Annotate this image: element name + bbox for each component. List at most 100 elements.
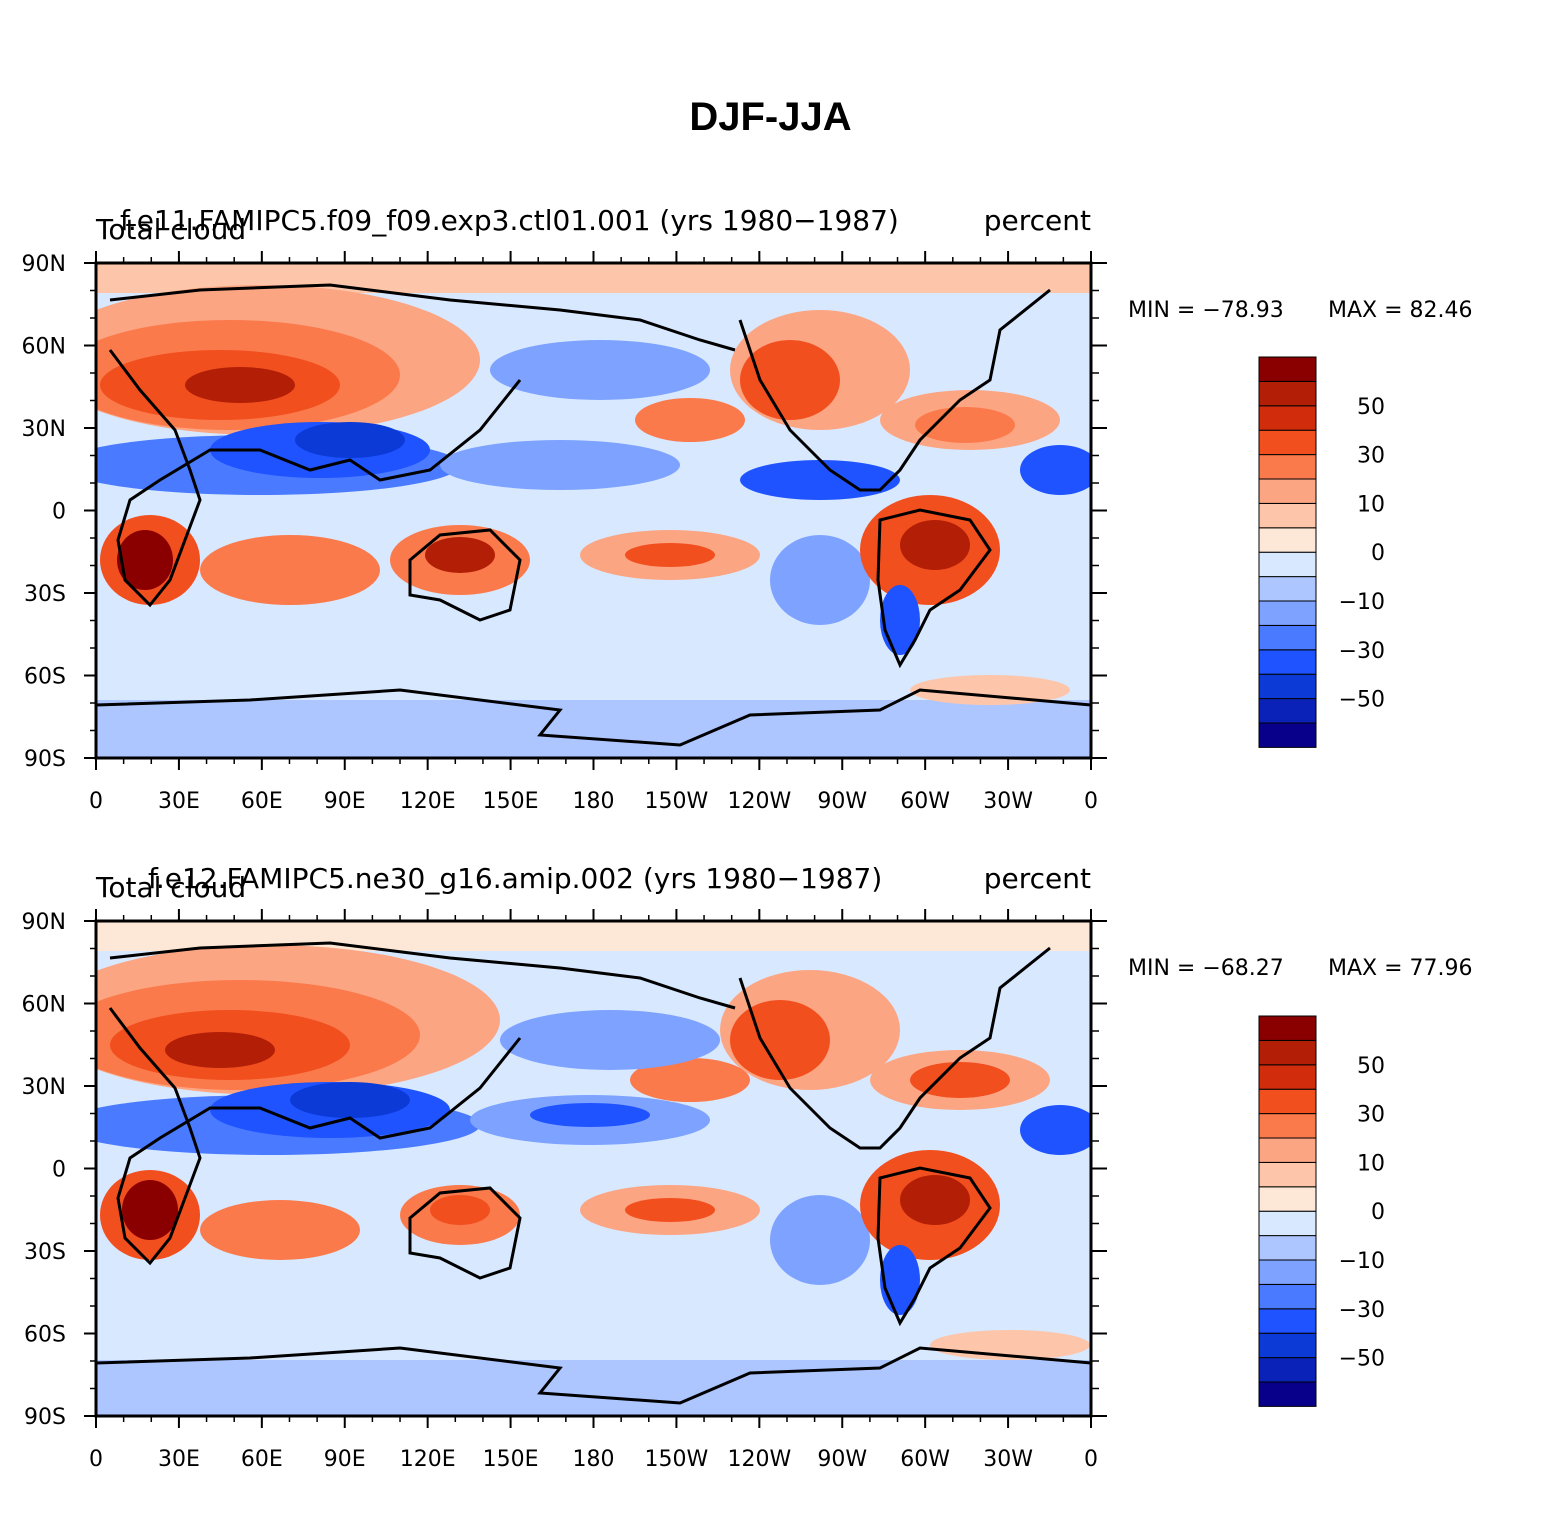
x-tick-label: 0 — [89, 789, 103, 814]
colorbar-label: 50 — [1357, 1054, 1385, 1079]
x-tick-label: 60E — [241, 1447, 283, 1472]
y-tick-label: 60S — [24, 1323, 66, 1348]
colorbar-swatch — [1258, 1064, 1317, 1090]
colorbar-label: 10 — [1357, 1151, 1385, 1176]
x-tick-label: 120W — [727, 789, 791, 814]
panel-1-contour-field — [96, 263, 1091, 758]
panel-2-variable: Total cloud — [95, 871, 246, 904]
panel-1-coastlines — [96, 283, 1091, 747]
x-tick-label: 150W — [645, 789, 709, 814]
panel-2-units: percent — [984, 862, 1091, 895]
colorbar-swatch — [1258, 649, 1317, 675]
colorbar-swatch — [1258, 454, 1317, 480]
colorbar-label: 50 — [1357, 395, 1385, 420]
x-tick-label: 150E — [483, 789, 539, 814]
panel-2-coastlines — [96, 941, 1091, 1405]
panel-2-max-label: MAX = 77.96 — [1328, 956, 1473, 981]
x-tick-label: 0 — [89, 1447, 103, 1472]
y-tick-label: 60N — [22, 335, 66, 360]
x-tick-label: 60W — [900, 1447, 950, 1472]
colorbar-swatch — [1258, 429, 1317, 456]
colorbar-swatch — [1258, 673, 1317, 700]
x-tick-label: 30E — [158, 1447, 200, 1472]
colorbar-label: 0 — [1371, 1200, 1385, 1225]
colorbar-swatch — [1258, 1015, 1317, 1041]
colorbar-swatch — [1258, 576, 1317, 602]
colorbar-swatch — [1258, 380, 1317, 407]
panel-2-case-title: f.e12.FAMIPC5.ne30_g16.amip.002 (yrs 198… — [148, 862, 882, 895]
colorbar-label: 30 — [1357, 444, 1385, 469]
panel-1-variable: Total cloud — [95, 213, 246, 246]
x-tick-label: 30W — [983, 789, 1033, 814]
y-tick-label: 30N — [22, 1075, 66, 1100]
colorbar-swatch — [1258, 478, 1317, 504]
colorbar-swatch — [1258, 1186, 1317, 1212]
x-tick-label: 90W — [817, 789, 867, 814]
y-tick-label: 90N — [22, 252, 66, 277]
figure-title: DJF-JJA — [689, 95, 852, 139]
panel-1-units: percent — [984, 204, 1091, 237]
panel-1-colorbar: 50 30 10 0 −10 −30 −50 — [1258, 356, 1385, 748]
map-panel-1: f.e11.FAMIPC5.f09_f09.exp3.ctl01.001 (yr… — [22, 204, 1473, 814]
colorbar-swatch — [1258, 1332, 1317, 1359]
colorbar-swatch — [1258, 1235, 1317, 1261]
colorbar-swatch — [1258, 1113, 1317, 1139]
colorbar-swatch — [1258, 551, 1317, 578]
x-tick-label: 30W — [983, 1447, 1033, 1472]
y-tick-label: 30S — [24, 1240, 66, 1265]
x-tick-label: 0 — [1084, 1447, 1098, 1472]
x-tick-label: 0 — [1084, 789, 1098, 814]
x-tick-label: 150W — [645, 1447, 709, 1472]
colorbar-label: −50 — [1339, 1347, 1385, 1372]
y-tick-label: 30N — [22, 417, 66, 442]
y-tick-label: 90S — [24, 747, 66, 772]
colorbar-swatch — [1258, 1161, 1317, 1188]
y-tick-label: 90S — [24, 1405, 66, 1430]
map-panel-2: f.e12.FAMIPC5.ne30_g16.amip.002 (yrs 198… — [22, 862, 1473, 1472]
colorbar-swatch — [1258, 698, 1317, 724]
colorbar-label: −30 — [1339, 639, 1385, 664]
x-tick-label: 90E — [324, 789, 366, 814]
colorbar-label: 10 — [1357, 492, 1385, 517]
x-tick-label: 30E — [158, 789, 200, 814]
x-tick-label: 120E — [400, 789, 456, 814]
y-tick-label: 90N — [22, 910, 66, 935]
colorbar-swatch — [1258, 1283, 1317, 1310]
panel-2-min-label: MIN = −68.27 — [1128, 956, 1284, 981]
colorbar-swatch — [1258, 1381, 1317, 1407]
colorbar-swatch — [1258, 356, 1317, 382]
x-tick-label: 120W — [727, 1447, 791, 1472]
panel-1-case-title: f.e11.FAMIPC5.f09_f09.exp3.ctl01.001 (yr… — [120, 204, 899, 237]
colorbar-swatch — [1258, 1210, 1317, 1237]
colorbar-label: −50 — [1339, 688, 1385, 713]
colorbar-swatch — [1258, 1039, 1317, 1066]
panel-1-max-label: MAX = 82.46 — [1328, 298, 1473, 323]
panel-1-ticks: 0 30E 60E 90E 120E 150E 180 150W 120W 90W 60W 30W 09… — [22, 251, 1107, 814]
x-tick-label: 180 — [573, 789, 615, 814]
colorbar-label: 0 — [1371, 541, 1385, 566]
x-tick-label: 120E — [400, 1447, 456, 1472]
colorbar-swatch — [1258, 624, 1317, 651]
y-tick-label: 60N — [22, 993, 66, 1018]
x-tick-label: 60E — [241, 789, 283, 814]
colorbar-swatch — [1258, 502, 1317, 529]
colorbar-label: −10 — [1339, 590, 1385, 615]
x-tick-label: 90W — [817, 1447, 867, 1472]
colorbar-label: −30 — [1339, 1298, 1385, 1323]
panel-2-ticks: 0 30E 60E 90E 120E 150E 180 150W 120W 90W 60W 30W 09… — [22, 909, 1107, 1472]
x-tick-label: 90E — [324, 1447, 366, 1472]
y-tick-label: 0 — [52, 1158, 66, 1183]
y-tick-label: 0 — [52, 500, 66, 525]
x-tick-label: 180 — [573, 1447, 615, 1472]
y-tick-label: 60S — [24, 665, 66, 690]
x-tick-label: 150E — [483, 1447, 539, 1472]
colorbar-swatch — [1258, 722, 1317, 748]
x-tick-label: 60W — [900, 789, 950, 814]
colorbar-label: 30 — [1357, 1103, 1385, 1128]
colorbar-swatch — [1258, 1308, 1317, 1334]
panel-2-contour-field — [96, 921, 1091, 1416]
colorbar-swatch — [1258, 405, 1317, 431]
colorbar-swatch — [1258, 1088, 1317, 1115]
panel-1-min-label: MIN = −78.93 — [1128, 298, 1284, 323]
